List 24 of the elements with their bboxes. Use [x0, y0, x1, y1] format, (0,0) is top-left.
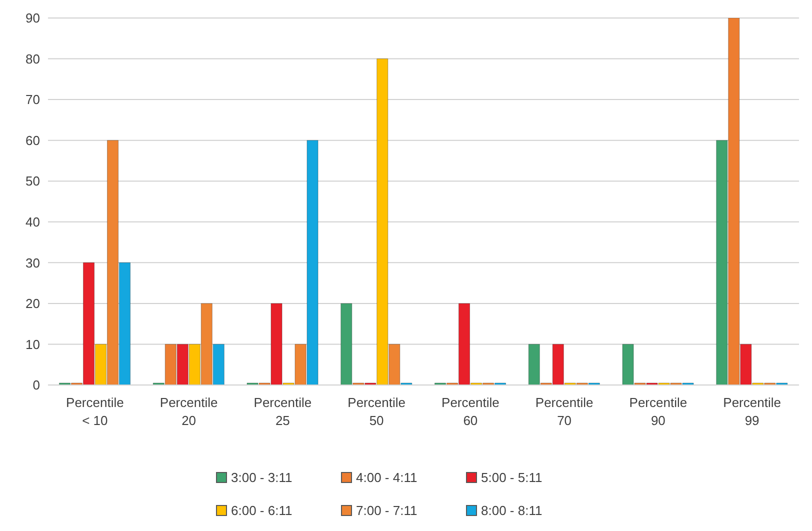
x-tick-label: Percentile 50	[348, 395, 406, 428]
x-tick-label: Percentile 25	[254, 395, 312, 428]
y-tick-label: 60	[26, 132, 40, 148]
x-tick-label: Percentile 70	[535, 395, 594, 428]
legend-label: 3:00 - 3:11	[231, 470, 292, 485]
y-tick-label: 50	[26, 174, 40, 189]
legend-label: 6:00 - 6:11	[231, 503, 292, 518]
y-tick-label: 70	[26, 92, 40, 108]
x-tick-label: Percentile < 10	[66, 395, 124, 428]
x-tick-label: Percentile 90	[629, 395, 688, 428]
y-tick-label: 90	[26, 10, 40, 26]
y-tick-label: 80	[26, 51, 40, 66]
y-tick-label: 20	[26, 296, 40, 312]
x-tick-label: Percentile 20	[160, 395, 218, 428]
legend-label: 7:00 - 7:11	[356, 503, 418, 518]
y-tick-label: 0	[32, 378, 40, 393]
y-tick-label: 10	[26, 336, 40, 352]
legend-label: 5:00 - 5:11	[481, 470, 542, 485]
x-tick-label: Percentile 99	[723, 395, 781, 428]
x-tick-label: Percentile 60	[442, 395, 500, 428]
legend-label: 8:00 - 8:11	[481, 503, 542, 518]
legend-label: 4:00 - 4:11	[356, 470, 418, 485]
y-tick-label: 30	[26, 255, 40, 270]
y-tick-label: 40	[26, 214, 40, 230]
